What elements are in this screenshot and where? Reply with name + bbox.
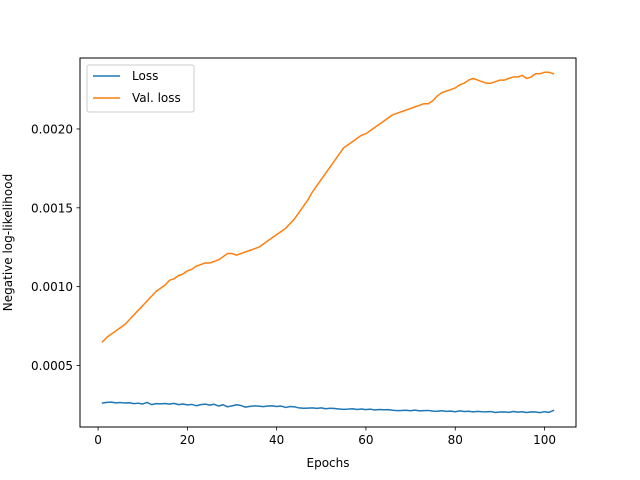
y-tick-label: 0.0010: [31, 280, 73, 294]
y-axis-ticks: 0.0005 0.0010 0.0015 0.0020: [31, 122, 80, 373]
legend-label-val-loss: Val. loss: [132, 91, 181, 105]
x-tick-label: 40: [269, 433, 284, 447]
legend-label-loss: Loss: [132, 69, 158, 83]
series-line-val-loss: [101, 71, 555, 343]
x-axis-label: Epochs: [307, 456, 350, 470]
plot-frame: [79, 57, 577, 428]
plot-area: [80, 58, 576, 427]
y-tick-label: 0.0020: [31, 122, 73, 136]
x-tick-label: 0: [94, 433, 102, 447]
x-tick-label: 80: [448, 433, 463, 447]
x-tick-label: 20: [180, 433, 195, 447]
series-group: [101, 71, 555, 414]
x-tick-label: 60: [358, 433, 373, 447]
x-tick-label: 100: [533, 433, 556, 447]
y-tick-label: 0.0005: [31, 359, 73, 373]
legend: Loss Val. loss: [86, 64, 195, 113]
series-line-loss: [101, 401, 555, 414]
y-axis-label: Negative log-likelihood: [1, 174, 15, 311]
y-tick-label: 0.0015: [31, 201, 73, 215]
x-axis-ticks: 0 20 40 60 80 100: [94, 427, 556, 447]
